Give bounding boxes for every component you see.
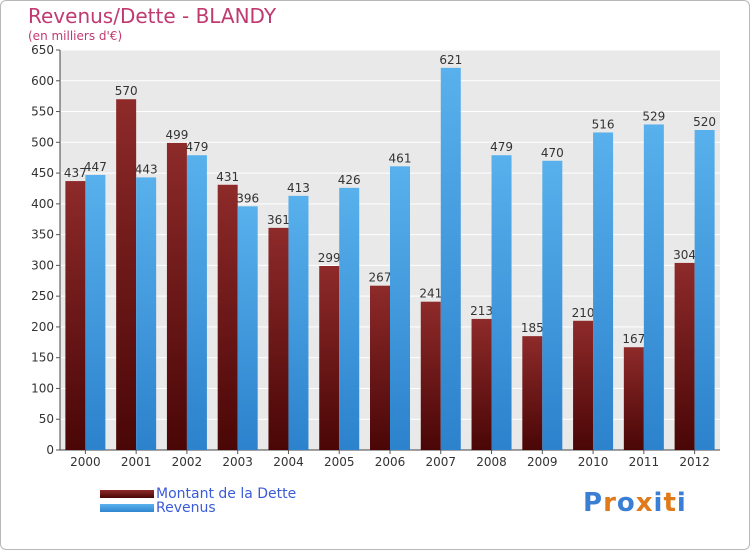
data-label-debt: 299 — [318, 251, 341, 265]
data-label-debt: 167 — [622, 332, 645, 346]
x-tick-label: 2009 — [527, 455, 558, 469]
bar-revenue — [593, 132, 614, 450]
x-tick-label: 2001 — [121, 455, 152, 469]
bar-revenue — [237, 206, 258, 450]
data-label-debt: 437 — [64, 166, 87, 180]
x-tick-label: 2007 — [425, 455, 456, 469]
proxiti-logo: Proxiti — [583, 488, 687, 518]
logo-letter: P — [583, 488, 604, 518]
data-label-revenue: 479 — [185, 140, 208, 154]
bar-debt — [166, 142, 187, 450]
data-label-revenue: 447 — [84, 160, 107, 174]
bar-revenue — [339, 187, 360, 450]
bar-revenue — [136, 177, 157, 450]
bar-revenue — [491, 155, 512, 450]
bar-debt — [674, 262, 695, 450]
bar-debt — [268, 227, 289, 450]
y-tick-label: 500 — [31, 135, 54, 149]
chart-subtitle: (en milliers d'€) — [28, 29, 123, 43]
legend-item-revenue: Revenus — [100, 500, 216, 516]
data-label-revenue: 529 — [642, 109, 665, 123]
data-label-debt: 267 — [369, 271, 392, 285]
data-label-revenue: 443 — [135, 162, 158, 176]
y-tick-label: 250 — [31, 289, 54, 303]
y-tick-label: 200 — [31, 320, 54, 334]
data-label-revenue: 396 — [236, 191, 259, 205]
x-tick-label: 2002 — [172, 455, 203, 469]
y-tick-label: 400 — [31, 197, 54, 211]
data-label-debt: 304 — [673, 248, 696, 262]
data-label-revenue: 413 — [287, 181, 310, 195]
x-tick-label: 2010 — [578, 455, 609, 469]
data-label-debt: 210 — [572, 306, 595, 320]
bar-debt — [217, 184, 238, 450]
x-tick-label: 2005 — [324, 455, 355, 469]
legend-label-revenue: Revenus — [156, 500, 216, 516]
data-label-debt: 431 — [216, 170, 239, 184]
logo-letter: x — [635, 488, 654, 518]
y-tick-label: 350 — [31, 228, 54, 242]
data-label-revenue: 516 — [592, 117, 615, 131]
y-tick-label: 650 — [31, 43, 54, 57]
logo-letter: i — [676, 488, 687, 518]
data-label-debt: 570 — [115, 84, 138, 98]
bar-revenue — [85, 174, 106, 450]
y-tick-label: 300 — [31, 258, 54, 272]
bar-debt — [420, 301, 441, 450]
bar-revenue — [542, 160, 563, 450]
data-label-revenue: 621 — [439, 53, 462, 67]
legend-swatch-debt — [100, 490, 154, 498]
data-label-debt: 185 — [521, 321, 544, 335]
bar-debt — [65, 181, 86, 451]
data-label-debt: 241 — [419, 287, 442, 301]
data-label-revenue: 461 — [389, 151, 412, 165]
x-tick-label: 2008 — [476, 455, 507, 469]
data-label-debt: 213 — [470, 304, 493, 318]
bar-revenue — [440, 67, 461, 450]
y-tick-label: 600 — [31, 74, 54, 88]
logo-letter: o — [616, 488, 636, 518]
y-tick-label: 150 — [31, 351, 54, 365]
bar-debt — [471, 318, 492, 450]
data-label-revenue: 470 — [541, 146, 564, 160]
chart-title: Revenus/Dette - BLANDY — [28, 4, 277, 28]
x-tick-label: 2012 — [679, 455, 710, 469]
y-tick-label: 0 — [46, 443, 54, 457]
legend-item-debt: Montant de la Dette — [100, 486, 296, 502]
legend-swatch-revenue — [100, 504, 154, 512]
y-tick-label: 100 — [31, 381, 54, 395]
bar-debt — [522, 336, 543, 450]
bar-debt — [370, 285, 390, 450]
y-tick-label: 450 — [31, 166, 54, 180]
y-tick-label: 550 — [31, 105, 54, 119]
logo-letter: r — [603, 488, 617, 518]
y-tick-label: 50 — [39, 412, 54, 426]
data-label-debt: 499 — [165, 128, 188, 142]
bar-debt — [623, 347, 644, 450]
bar-debt — [573, 320, 594, 450]
bar-revenue — [288, 195, 309, 450]
bar-revenue — [643, 124, 664, 450]
bar-debt — [116, 99, 137, 450]
x-tick-label: 2003 — [222, 455, 253, 469]
data-label-revenue: 479 — [490, 140, 513, 154]
logo-letter: t — [663, 488, 677, 518]
logo-letter: i — [653, 488, 664, 518]
data-label-revenue: 520 — [693, 115, 716, 129]
bar-revenue — [186, 155, 207, 450]
x-tick-label: 2011 — [629, 455, 660, 469]
x-tick-label: 2004 — [273, 455, 304, 469]
bar-revenue — [390, 166, 410, 451]
x-tick-label: 2006 — [375, 455, 406, 469]
bar-debt — [319, 266, 340, 450]
bar-revenue — [694, 130, 715, 450]
data-label-revenue: 426 — [338, 173, 361, 187]
x-tick-label: 2000 — [70, 455, 101, 469]
data-label-debt: 361 — [267, 213, 290, 227]
legend-label-debt: Montant de la Dette — [156, 486, 297, 502]
